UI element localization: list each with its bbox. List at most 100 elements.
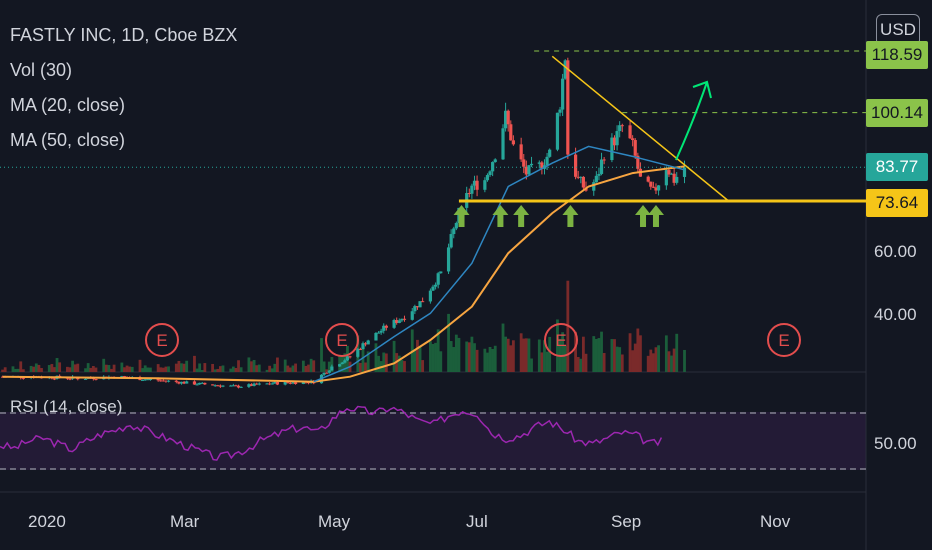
volume-bar [89,367,93,372]
volume-bar [21,369,25,372]
volume-bar [148,367,152,372]
volume-bar [522,338,526,372]
volume-bar [58,362,62,372]
candle-body [174,380,178,382]
breakout-arrow [675,80,712,161]
volume-bar [185,360,189,372]
volume-bar [519,333,523,372]
ma50-legend[interactable]: MA (50, close) [10,130,126,150]
candle-body [146,379,150,381]
volume-bar [252,359,256,372]
candle-body [493,159,497,163]
x-tick-sep: Sep [611,512,642,531]
support-arrow [647,205,664,227]
volume-bar [257,364,261,372]
candle-body [376,332,381,334]
earnings-badge-may[interactable]: E [325,323,359,357]
volume-bar [576,357,580,372]
candle-body [325,372,329,374]
volume-bar [429,341,432,372]
candle-body [400,318,404,321]
symbol-legend[interactable]: FASTLY INC, 1D, Cboe BZX [10,25,238,45]
candle-body [501,128,505,160]
price-tag-100: 100.14 [866,99,928,127]
volume-bar [218,366,222,372]
candle-body [610,137,614,161]
volume-bar [628,333,632,372]
price-tag-support: 73.64 [866,189,928,217]
volume-bar [138,359,142,372]
candle-body [612,137,617,146]
volume-bar [465,341,469,372]
candle-body [164,380,168,382]
breakout-arrow-head [692,80,712,99]
candle-body [255,383,259,385]
candle-body [579,176,583,178]
candle-body [454,222,458,229]
volume-bar [73,364,77,372]
volume-bar [273,363,277,372]
volume-bar [229,368,233,372]
candle-body [229,385,233,387]
volume-bar [143,365,147,372]
candle-body [366,340,370,345]
x-tick-2020: 2020 [28,512,66,531]
candle-body [402,318,407,320]
volume-bar [486,352,489,372]
volume-bar [527,338,531,372]
volume-bar [403,361,406,372]
candle-body [293,382,298,385]
earnings-badge-aug[interactable]: E [544,323,578,357]
candle-body [236,385,241,388]
support-arrow [635,205,652,227]
candle-body [649,181,653,187]
candle-body [654,187,658,191]
candle-body [270,383,274,385]
volume-bar [19,361,23,372]
candle-body [522,159,526,167]
volume-bar [670,355,673,372]
volume-bar [128,366,132,372]
candle-body [566,60,570,155]
candle-body [599,159,604,174]
volume-bar [265,369,269,372]
candle-body [356,348,360,357]
candle-body [0,376,5,378]
volume-bar [123,367,126,372]
volume-bar [286,365,290,372]
volume-bar [71,360,74,372]
candle-body [301,381,305,385]
ma20-legend[interactable]: MA (20, close) [10,95,126,115]
volume-bar [447,313,450,372]
candle-body [340,362,344,365]
volume-bar [683,349,686,372]
volume-bar [524,338,528,372]
candle-body [234,385,238,387]
volume-bar [610,339,614,372]
earnings-badge-nov[interactable]: E [767,323,801,357]
volume-bar [288,367,292,372]
volume-bar [198,363,202,372]
volume-bar [120,362,124,372]
volume-bar [76,363,80,372]
support-arrows [453,205,664,227]
y-tick-40: 40.00 [874,305,917,324]
rsi-legend[interactable]: RSI (14, close) [10,397,123,416]
candle-body [192,381,197,385]
earnings-badge-feb[interactable]: E [145,323,179,357]
volume-bar [301,360,305,372]
candle-body [656,185,661,191]
candle-body [592,182,596,191]
volume-bar [37,364,41,372]
volume-legend[interactable]: Vol (30) [10,60,73,80]
volume-bar [493,345,497,372]
candle-body [574,154,578,177]
support-arrow [513,205,530,227]
volume-bar [304,365,308,372]
candle-body [433,284,438,287]
candle-body [410,311,414,320]
candle-body [348,356,352,358]
volume-bar [600,331,603,372]
trendline[interactable] [551,55,730,202]
